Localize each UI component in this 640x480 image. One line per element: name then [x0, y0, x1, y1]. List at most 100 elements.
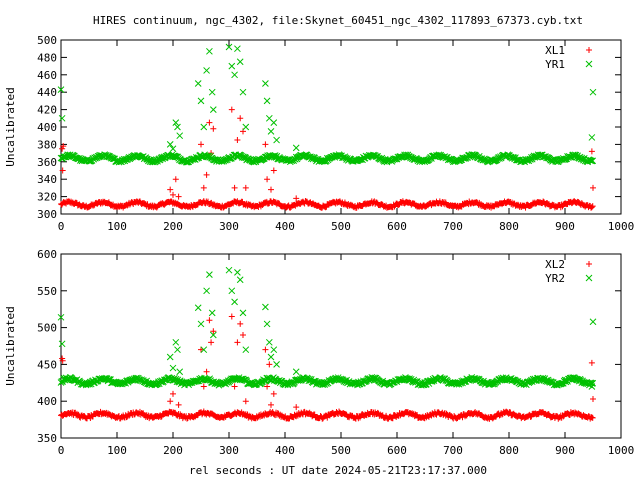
legend-marker: [585, 274, 593, 282]
data-point: [203, 368, 210, 375]
data-point: [242, 346, 250, 354]
data-point: [174, 123, 181, 131]
data-point: [322, 204, 329, 211]
x-tick-label: 200: [163, 444, 183, 457]
data-point: [590, 395, 596, 402]
data-point: [208, 88, 216, 96]
data-point: [262, 346, 269, 353]
data-point: [176, 368, 184, 376]
plot-frame: [60, 39, 622, 215]
data-point: [242, 184, 249, 191]
data-point: [262, 80, 269, 87]
data-point: [242, 398, 249, 405]
data-point: [588, 134, 596, 141]
data-point: [234, 269, 241, 276]
y-tick-label: 300: [37, 208, 57, 221]
data-point: [172, 176, 179, 183]
data-point: [270, 390, 277, 397]
data-point: [206, 317, 213, 324]
x-tick-label: 0: [58, 220, 65, 233]
data-point: [270, 119, 278, 127]
data-point: [167, 398, 174, 405]
data-point: [197, 320, 205, 328]
data-point: [225, 266, 233, 274]
x-tick-label: 700: [443, 220, 463, 233]
data-point: [242, 123, 250, 131]
data-point: [228, 106, 235, 113]
data-point: [208, 309, 216, 317]
data-point: [588, 379, 596, 387]
data-point: [200, 184, 207, 191]
series-xl1: [58, 106, 596, 211]
data-point: [262, 141, 269, 148]
data-point: [265, 338, 273, 346]
chart-title: HIRES continuum, ngc_4302, file:Skynet_6…: [93, 14, 583, 27]
y-tick-label: 400: [37, 121, 57, 134]
y-tick-label: 500: [37, 34, 57, 47]
data-point: [273, 136, 280, 144]
data-point: [231, 184, 238, 191]
data-point: [166, 353, 174, 361]
legend-marker: [586, 261, 592, 267]
data-point: [234, 137, 241, 144]
bottom-panel: 0 100 200 300 400 500 600 700 800 900 1000 350 400 45…: [4, 248, 634, 457]
data-point: [273, 361, 280, 368]
data-point: [175, 193, 182, 200]
legend-label: XL1: [545, 44, 565, 57]
data-point: [200, 346, 208, 354]
data-point: [174, 346, 181, 354]
data-point: [225, 43, 233, 51]
data-point: [267, 353, 275, 361]
data-point: [240, 331, 246, 338]
data-point: [264, 176, 271, 183]
legend-marker: [585, 60, 593, 68]
data-point: [239, 88, 247, 96]
x-tick-label: 800: [499, 444, 519, 457]
data-point: [206, 47, 213, 55]
y-tick-label: 360: [37, 156, 57, 169]
data-point: [268, 401, 274, 408]
data-point: [589, 414, 596, 421]
x-tick-label: 400: [275, 444, 295, 457]
x-tick-label: 400: [275, 220, 295, 233]
data-point: [231, 298, 238, 306]
data-point: [350, 379, 358, 387]
data-point: [60, 143, 67, 150]
data-point: [228, 287, 236, 295]
data-point: [267, 127, 275, 135]
x-tick-label: 100: [107, 220, 127, 233]
data-point: [439, 375, 446, 382]
data-point: [588, 359, 595, 366]
y-tick-label: 420: [37, 104, 57, 117]
y-tick-label: 460: [37, 69, 57, 82]
data-point: [194, 80, 202, 87]
data-point: [569, 374, 576, 382]
legend-label: YR2: [545, 272, 565, 285]
x-tick-label: 100: [107, 444, 127, 457]
y-tick-label: 350: [37, 432, 57, 445]
data-point: [203, 287, 210, 295]
data-point: [589, 203, 596, 210]
x-tick-label: 800: [499, 220, 519, 233]
x-tick-label: 1000: [608, 220, 635, 233]
x-tick-label: 200: [163, 220, 183, 233]
data-point: [198, 346, 204, 353]
data-point: [203, 67, 210, 74]
data-point: [231, 383, 238, 390]
data-point: [234, 45, 241, 53]
data-point: [210, 328, 217, 335]
series-yr2: [57, 266, 597, 390]
y-axis-label: Uncalibrated: [4, 306, 17, 385]
data-point: [206, 271, 213, 278]
x-tick-label: 1000: [608, 444, 635, 457]
data-point: [182, 158, 190, 166]
data-point: [200, 123, 208, 131]
data-point: [203, 171, 210, 178]
data-point: [228, 313, 235, 320]
data-point: [209, 106, 217, 113]
x-tick-label: 300: [219, 220, 239, 233]
data-point: [58, 114, 66, 122]
data-point: [166, 141, 174, 148]
legend-label: XL2: [545, 258, 565, 271]
y-tick-label: 550: [37, 285, 57, 298]
